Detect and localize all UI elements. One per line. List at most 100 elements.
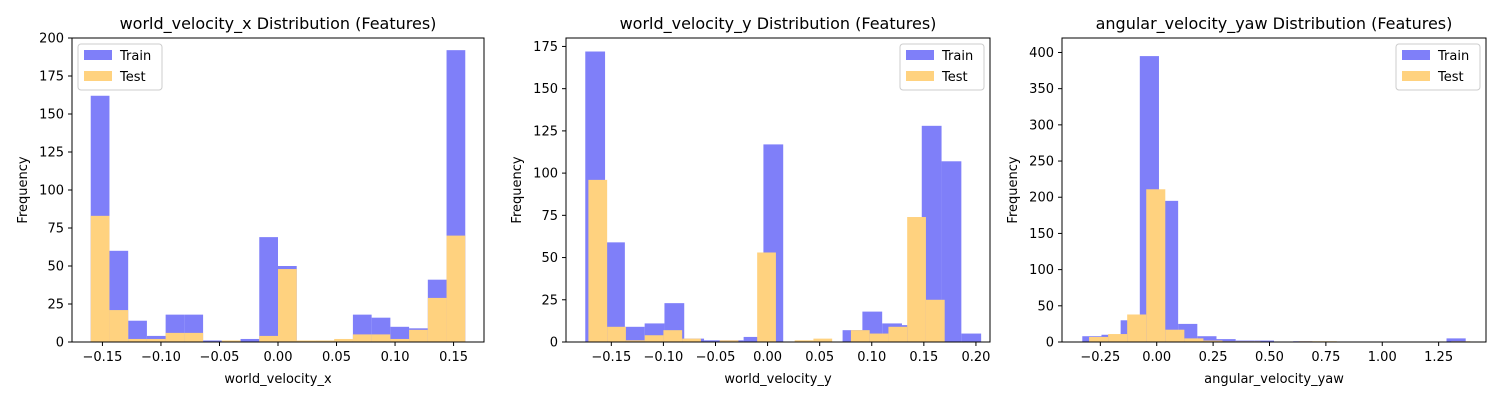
axes-frame — [565, 37, 991, 343]
test-bar — [1203, 340, 1223, 342]
y-tick-label: 200 — [1029, 191, 1054, 206]
test-bar — [409, 329, 428, 342]
train-bar — [941, 161, 962, 342]
x-tick-label: 0.50 — [1255, 350, 1284, 365]
x-tick-label: 0.05 — [322, 350, 351, 365]
y-tick-label: 125 — [39, 146, 64, 161]
test-bar — [259, 335, 278, 342]
train-bar — [624, 326, 645, 342]
test-bar — [850, 330, 870, 342]
chart-title: world_velocity_y Distribution (Features) — [620, 14, 937, 34]
bars-group — [1082, 56, 1471, 342]
y-tick-label: 400 — [1029, 46, 1054, 61]
test-bar — [1089, 336, 1109, 342]
test-bar — [607, 326, 626, 342]
y-tick-label: 175 — [39, 70, 64, 85]
test-bar — [888, 326, 908, 342]
train-bar — [1446, 338, 1466, 342]
x-tick-label: −0.15 — [83, 350, 123, 365]
train-bar — [605, 242, 625, 342]
test-bar — [682, 338, 701, 342]
x-tick-label: 1.00 — [1368, 350, 1397, 365]
x-tick-label: 0.15 — [909, 350, 938, 365]
test-bar — [813, 338, 833, 342]
test-bar — [644, 335, 664, 342]
y-tick-label: 350 — [1029, 82, 1054, 97]
train-bar — [259, 237, 278, 342]
x-tick-label: −0.15 — [591, 350, 631, 365]
test-bar — [146, 338, 166, 342]
histogram-panel-world-velocity-y: −0.15 −0.10 −0.05 0.00 0.05 0.10 0.15 0.20 0 25 50… — [510, 14, 991, 387]
y-axis-label: Frequency — [510, 156, 525, 223]
train-bar — [921, 125, 942, 342]
histogram-panel-angular-velocity-yaw: −0.25 0.00 0.25 0.50 0.75 1.00 1.25 0 50 100 150 20… — [1006, 14, 1487, 387]
legend: Train Test — [899, 43, 985, 91]
x-tick-label: 0.10 — [857, 350, 886, 365]
y-tick-label: 100 — [1029, 263, 1054, 278]
y-tick-label: 25 — [541, 293, 558, 308]
test-bar — [925, 299, 945, 342]
x-axis-label: world_velocity_x — [224, 372, 332, 387]
test-bar — [757, 252, 776, 342]
y-tick-label: 50 — [47, 260, 64, 275]
histogram-panel-world-velocity-x: −0.15 −0.10 −0.05 0.00 0.05 0.10 0.15 0 25 50 75 10… — [16, 14, 485, 387]
test-bar — [371, 334, 391, 342]
y-tick-label: 150 — [39, 108, 64, 123]
x-tick-label: 0.25 — [1199, 350, 1228, 365]
test-bar — [278, 269, 297, 342]
chart-title: world_velocity_x Distribution (Features) — [120, 14, 437, 34]
y-tick-label: 75 — [541, 209, 558, 224]
legend: Train Test — [77, 43, 163, 91]
legend-swatch-train — [1402, 50, 1430, 60]
x-tick-label: −0.05 — [696, 350, 736, 365]
legend-label-test: Test — [1437, 70, 1464, 85]
train-bar — [128, 320, 147, 342]
test-bar — [1127, 314, 1147, 342]
legend: Train Test — [1395, 43, 1481, 91]
legend-label-test: Test — [941, 70, 968, 85]
y-tick-label: 150 — [1029, 227, 1054, 242]
legend-swatch-test — [84, 71, 112, 81]
test-bar — [719, 340, 739, 342]
test-bar — [1165, 329, 1185, 342]
x-tick-label: 0.00 — [753, 350, 782, 365]
y-tick-label: 100 — [39, 184, 64, 199]
x-tick-label: −0.05 — [200, 350, 240, 365]
test-bar — [390, 338, 410, 342]
bars-group — [585, 51, 982, 342]
train-bar — [203, 340, 222, 342]
train-bar — [961, 333, 982, 342]
x-axis-label: angular_velocity_yaw — [1204, 372, 1344, 387]
y-tick-label: 0 — [550, 336, 558, 351]
y-tick-label: 200 — [39, 32, 64, 47]
train-bar — [743, 336, 764, 342]
test-bar — [334, 338, 353, 342]
test-bar — [1184, 338, 1204, 342]
test-bar — [90, 215, 110, 342]
y-axis-label: Frequency — [16, 156, 31, 223]
train-bar — [704, 340, 724, 342]
test-bar — [221, 340, 241, 342]
x-tick-label: 0.05 — [805, 350, 834, 365]
test-bar — [109, 310, 129, 342]
x-tick-label: 0.75 — [1311, 350, 1340, 365]
y-tick-label: 150 — [533, 82, 558, 97]
test-bar — [869, 333, 889, 342]
chart-title: angular_velocity_yaw Distribution (Featu… — [1096, 14, 1453, 34]
legend-swatch-test — [906, 71, 934, 81]
legend-label-test: Test — [119, 70, 146, 85]
test-bar — [352, 334, 372, 342]
x-tick-label: −0.25 — [1080, 350, 1120, 365]
test-bar — [907, 217, 926, 342]
legend-label-train: Train — [1437, 49, 1469, 64]
test-bar — [315, 340, 335, 342]
test-bar — [128, 338, 147, 342]
test-bar — [184, 332, 204, 342]
test-bar — [1108, 334, 1128, 342]
legend-swatch-test — [1402, 71, 1430, 81]
x-tick-label: −0.10 — [643, 350, 683, 365]
y-tick-label: 175 — [533, 40, 558, 55]
x-tick-label: 0.00 — [1142, 350, 1171, 365]
legend-label-train: Train — [119, 49, 151, 64]
